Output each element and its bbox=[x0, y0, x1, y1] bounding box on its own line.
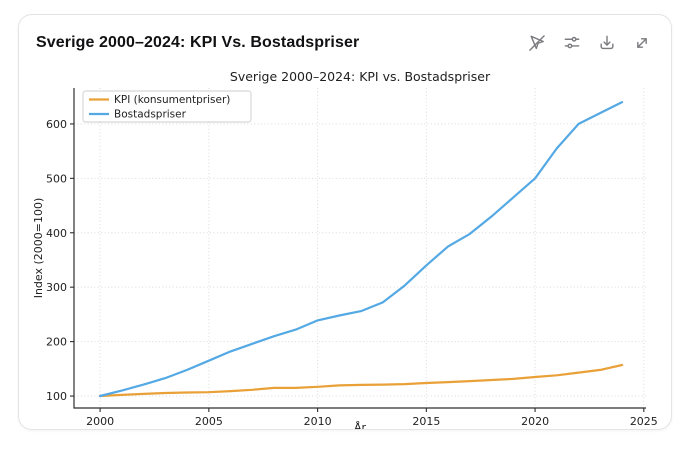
line-chart[interactable]: 100 200 300 400 500 600 2000 2005 2010 2015 2020 20… bbox=[19, 61, 672, 430]
svg-text:100: 100 bbox=[46, 390, 67, 403]
svg-text:2000: 2000 bbox=[86, 415, 114, 428]
cursor-off-icon bbox=[529, 35, 545, 51]
svg-text:År: År bbox=[354, 421, 367, 430]
svg-text:600: 600 bbox=[46, 118, 67, 131]
svg-text:400: 400 bbox=[46, 227, 67, 240]
svg-text:2020: 2020 bbox=[521, 415, 549, 428]
expand-icon bbox=[637, 38, 647, 48]
expand-button[interactable] bbox=[631, 32, 653, 54]
svg-text:2025: 2025 bbox=[630, 415, 658, 428]
chart-card: Sverige 2000–2024: KPI Vs. Bostadspriser bbox=[18, 14, 672, 430]
sliders-button[interactable] bbox=[561, 32, 583, 54]
card-header: Sverige 2000–2024: KPI Vs. Bostadspriser bbox=[19, 15, 671, 60]
svg-text:2015: 2015 bbox=[412, 415, 440, 428]
svg-text:Index (2000=100): Index (2000=100) bbox=[32, 198, 45, 299]
download-button[interactable] bbox=[596, 32, 618, 54]
svg-text:KPI (konsumentpriser): KPI (konsumentpriser) bbox=[114, 94, 230, 106]
cursor-off-button[interactable] bbox=[526, 32, 548, 54]
svg-text:Sverige 2000–2024: KPI vs. Bos: Sverige 2000–2024: KPI vs. Bostadspriser bbox=[230, 69, 491, 84]
toolbar bbox=[526, 32, 653, 54]
svg-text:200: 200 bbox=[46, 336, 67, 349]
sliders-icon bbox=[564, 36, 580, 49]
svg-text:300: 300 bbox=[46, 281, 67, 294]
card-title: Sverige 2000–2024: KPI Vs. Bostadspriser bbox=[36, 34, 360, 51]
svg-text:2010: 2010 bbox=[304, 415, 332, 428]
download-icon bbox=[600, 35, 614, 50]
svg-text:500: 500 bbox=[46, 172, 67, 185]
svg-text:2005: 2005 bbox=[195, 415, 223, 428]
svg-text:Bostadspriser: Bostadspriser bbox=[114, 109, 187, 121]
